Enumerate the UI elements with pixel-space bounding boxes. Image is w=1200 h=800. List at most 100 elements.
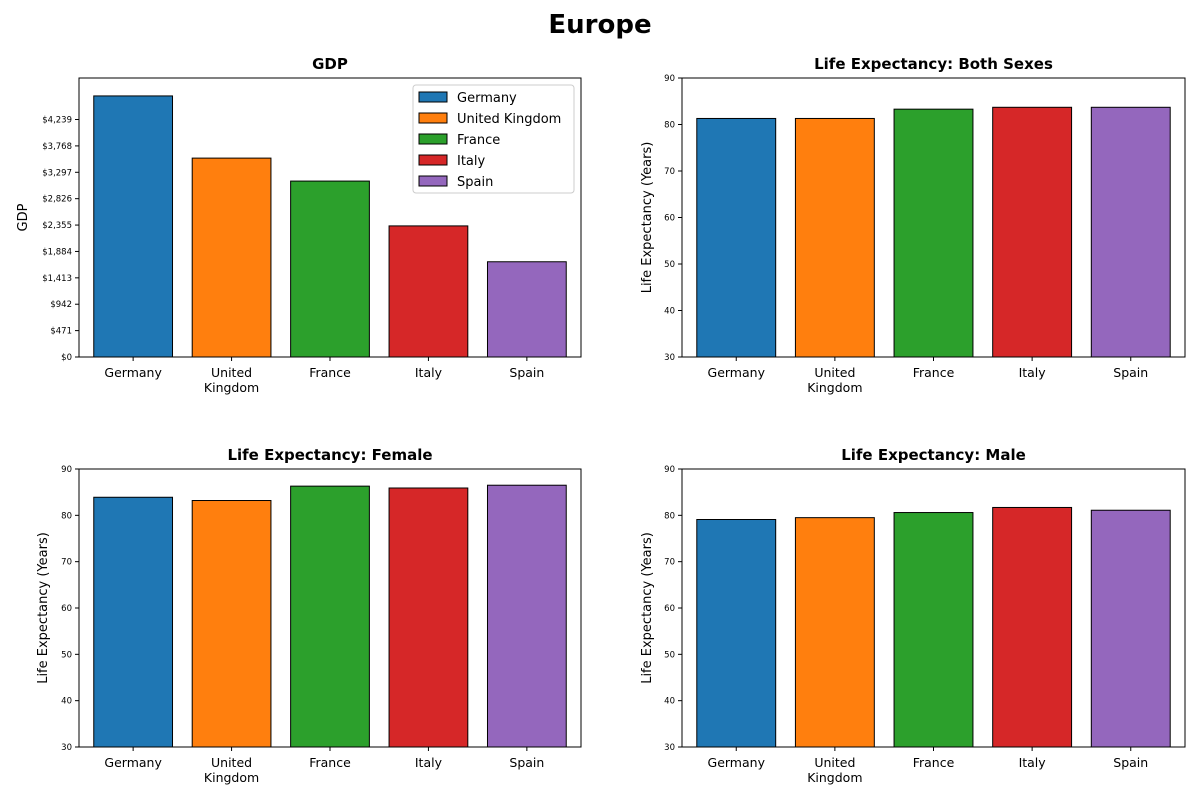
y-tick-label: $471 <box>50 327 72 337</box>
bar-spain <box>486 484 567 748</box>
bar-italy <box>388 487 469 748</box>
x-tick-label-spain: Spain <box>1113 365 1148 380</box>
chart-title-gdp: GDP <box>312 55 348 73</box>
y-tick-label: 60 <box>664 214 675 224</box>
bar-france <box>290 485 370 748</box>
x-tick-label-france: France <box>309 365 351 380</box>
bar-united-kingdom <box>794 517 875 748</box>
bar-france <box>290 180 370 358</box>
y-tick-label: 90 <box>664 74 675 84</box>
y-tick-label: 80 <box>664 511 675 521</box>
bar-italy <box>388 225 469 358</box>
bar-united-kingdom <box>794 117 875 358</box>
x-tick-label-germany: Germany <box>104 755 162 770</box>
legend: Germany United Kingdom France Italy Spain <box>412 84 575 194</box>
x-tick-label-italy: Italy <box>415 365 443 380</box>
x-tick-label-spain: Spain <box>1113 755 1148 770</box>
y-tick-label: 50 <box>664 260 675 270</box>
x-tick-label-united-kingdom: United Kingdom <box>204 365 259 395</box>
y-axis-label-life-both: Life Expectancy (Years) <box>640 142 655 294</box>
x-tick-label-italy: Italy <box>415 755 443 770</box>
bar-germany <box>93 496 174 748</box>
y-tick-label: 30 <box>664 353 675 363</box>
bar-spain <box>1090 106 1171 358</box>
y-tick-label: 40 <box>61 697 72 707</box>
y-tick-label: $3,297 <box>42 168 72 178</box>
x-tick-label-spain: Spain <box>509 755 544 770</box>
x-tick-label-italy: Italy <box>1019 365 1047 380</box>
y-tick-label: 70 <box>664 558 675 568</box>
chart-panel-gdp: GDP Germany United Kingdom France Italy Spain $… <box>16 55 582 395</box>
bar-united-kingdom <box>191 500 272 748</box>
y-tick-label: 50 <box>664 650 675 660</box>
x-tick-label-france: France <box>309 755 351 770</box>
chart-title-life-male: Life Expectancy: Male <box>841 446 1026 464</box>
y-tick-label: $0 <box>61 353 72 363</box>
y-tick-label: 80 <box>61 511 72 521</box>
chart-title-life-both: Life Expectancy: Both Sexes <box>814 55 1053 73</box>
legend-label: Spain <box>457 175 493 190</box>
x-tick-label-france: France <box>913 365 955 380</box>
legend-label: Italy <box>457 154 486 169</box>
legend-label: France <box>457 133 500 148</box>
y-tick-label: 60 <box>664 604 675 614</box>
legend-swatch-germany <box>418 91 448 103</box>
x-tick-label-spain: Spain <box>509 365 544 380</box>
x-tick-label-united-kingdom: United Kingdom <box>807 365 862 395</box>
legend-label: United Kingdom <box>457 112 561 127</box>
y-axis-label-gdp: GDP <box>16 203 31 231</box>
y-tick-label: 70 <box>61 558 72 568</box>
y-tick-label: $2,826 <box>42 195 72 205</box>
bar-germany <box>696 117 777 358</box>
chart-title-life-female: Life Expectancy: Female <box>227 446 432 464</box>
bar-france <box>893 108 974 358</box>
legend-swatch-spain <box>418 175 448 187</box>
y-tick-label: 50 <box>61 650 72 660</box>
bar-italy <box>992 106 1073 358</box>
figure-title: Europe <box>548 10 652 40</box>
bar-spain <box>486 261 567 358</box>
plot-frame <box>681 77 1186 358</box>
y-tick-label: 60 <box>61 604 72 614</box>
chart-panel-life-female: Life Expectancy: Female Germany United King… <box>36 446 582 785</box>
y-tick-label: 30 <box>61 743 72 753</box>
y-tick-label: 30 <box>664 743 675 753</box>
x-tick-label-united-kingdom: United Kingdom <box>204 755 259 785</box>
y-tick-label: $1,884 <box>42 247 72 257</box>
plot-frame <box>78 468 582 748</box>
x-tick-label-germany: Germany <box>708 755 766 770</box>
legend-box <box>412 84 575 194</box>
chart-panel-life-male: Life Expectancy: Male Germany United Kingdo… <box>640 446 1186 785</box>
y-tick-label: 90 <box>61 465 72 475</box>
legend-label: Germany <box>457 91 517 106</box>
y-tick-label: 40 <box>664 697 675 707</box>
plot-frame <box>78 77 582 358</box>
y-tick-label: 90 <box>664 465 675 475</box>
chart-panel-life-both: Life Expectancy: Both Sexes Germany United… <box>640 55 1186 395</box>
y-tick-label: $3,768 <box>42 142 72 152</box>
legend-swatch-france <box>418 133 448 145</box>
bar-italy <box>992 506 1073 748</box>
y-axis-label-life-male: Life Expectancy (Years) <box>640 532 655 684</box>
bar-france <box>893 512 974 748</box>
y-tick-label: 70 <box>664 167 675 177</box>
y-tick-label: 80 <box>664 121 675 131</box>
x-tick-label-france: France <box>913 755 955 770</box>
x-tick-label-united-kingdom: United Kingdom <box>807 755 862 785</box>
y-axis-label-life-female: Life Expectancy (Years) <box>36 532 51 684</box>
bar-germany <box>696 519 777 748</box>
y-tick-label: $942 <box>50 300 72 310</box>
legend-swatch-united-kingdom <box>418 112 448 124</box>
legend-swatch-italy <box>418 154 448 166</box>
x-tick-label-germany: Germany <box>708 365 766 380</box>
bar-united-kingdom <box>191 157 272 358</box>
y-tick-label: $2,355 <box>42 221 72 231</box>
y-tick-label: $4,239 <box>42 116 72 126</box>
y-tick-label: 40 <box>664 307 675 317</box>
plot-frame <box>681 468 1186 748</box>
bar-spain <box>1090 509 1171 748</box>
x-tick-label-germany: Germany <box>104 365 162 380</box>
y-tick-label: $1,413 <box>42 274 72 284</box>
x-tick-label-italy: Italy <box>1019 755 1047 770</box>
